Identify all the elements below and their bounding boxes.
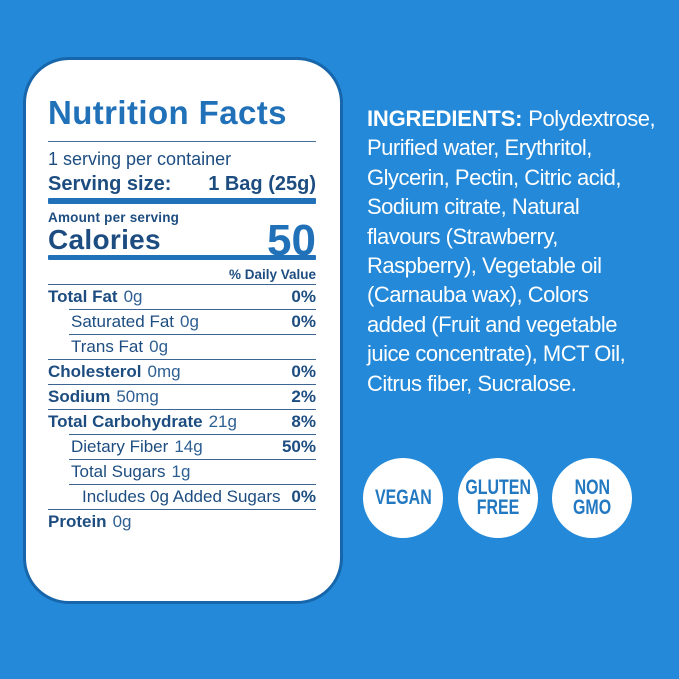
nutrient-amount: 0g (123, 287, 143, 306)
nutrition-facts-panel: Nutrition Facts 1 serving per container … (23, 57, 343, 604)
gluten-free-badge: GLUTEN FREE (458, 458, 538, 538)
badge-text: GLUTEN (465, 476, 531, 499)
ingredients-label: INGREDIENTS: (367, 106, 523, 131)
nutrient-label: Dietary Fiber (71, 437, 169, 456)
serving-size-row: Serving size: 1 Bag (25g) (48, 173, 316, 196)
nutrient-label: Total Fat (48, 287, 118, 306)
ingredients-line: juice concentrate), MCT Oil, (367, 341, 626, 367)
ingredients-line: Sodium citrate, Natural (367, 194, 580, 220)
nutrient-amount: 0g (112, 512, 132, 531)
badge-text: FREE (476, 496, 520, 519)
nutrient-label: Cholesterol (48, 362, 142, 381)
nutrient-label: Total Carbohydrate (48, 412, 203, 431)
ingredients-line: INGREDIENTS: Polydextrose, (367, 104, 667, 133)
section-bar (48, 255, 316, 260)
table-row-saturated-fat: Saturated Fat 0g 0% (69, 309, 316, 334)
badge-text: GMO (572, 496, 612, 519)
nutrient-label: Trans Fat (71, 337, 144, 356)
table-row-trans-fat: Trans Fat 0g (69, 334, 316, 359)
nutrient-label: Total Sugars (71, 462, 166, 481)
nutrient-amount: 0g (149, 337, 169, 356)
nutrient-label: Includes 0g Added Sugars (82, 487, 281, 506)
calories-label: Calories (48, 224, 161, 255)
nutrient-daily-value: 2% (291, 387, 316, 406)
calories-value: 50 (267, 216, 316, 265)
nutrient-amount: 0mg (147, 362, 181, 381)
section-bar (48, 198, 316, 204)
nutrition-facts-title: Nutrition Facts (48, 94, 287, 131)
ingredients-line: Raspberry), Vegetable oil (367, 253, 602, 279)
table-row-cholesterol: Cholesterol 0mg 0% (48, 359, 316, 384)
serving-size-value: 1 Bag (25g) (208, 173, 316, 195)
nutrient-amount: 14g (174, 437, 203, 456)
nutrient-amount: 1g (171, 462, 191, 481)
nutrient-daily-value: 0% (291, 362, 316, 381)
nutrient-label: Protein (48, 512, 107, 531)
nutrient-daily-value: 50% (281, 437, 316, 456)
amount-per-serving-label: Amount per serving (48, 210, 180, 225)
nutrient-amount: 21g (208, 412, 237, 431)
table-row-total-carbohydrate: Total Carbohydrate 21g 8% (48, 409, 316, 434)
title-divider (48, 141, 316, 142)
ingredients-line: Citrus fiber, Sucralose. (367, 370, 577, 396)
nutrient-daily-value: 8% (291, 412, 316, 431)
nutrient-amount: 50mg (116, 387, 159, 406)
ingredients-block: INGREDIENTS: Polydextrose, Purified water… (367, 104, 667, 398)
non-gmo-badge: NON GMO (552, 458, 632, 538)
vegan-badge: VEGAN (363, 458, 443, 538)
nutrient-daily-value: 0% (291, 487, 316, 506)
badge-text: VEGAN (374, 486, 432, 509)
ingredients-line: added (Fruit and vegetable (367, 311, 617, 337)
table-row-total-sugars: Total Sugars 1g (69, 459, 316, 484)
ingredients-line: flavours (Strawberry, (367, 223, 558, 249)
nutrient-rows: Total Fat 0g 0% Saturated Fat 0g 0% Trans … (48, 284, 316, 534)
table-row-total-fat: Total Fat 0g 0% (48, 284, 316, 309)
table-row-sodium: Sodium 50mg 2% (48, 384, 316, 409)
ingredients-line: Glycerin, Pectin, Citric acid, (367, 164, 621, 190)
serving-size-label: Serving size: (48, 173, 172, 195)
nutrient-label: Saturated Fat (71, 312, 175, 331)
daily-value-header: % Daily Value (228, 267, 316, 282)
calories-row: Calories 50 (48, 216, 316, 265)
nutrient-label: Sodium (48, 387, 111, 406)
ingredients-line: Purified water, Erythritol, (367, 135, 592, 161)
table-row-added-sugars: Includes 0g Added Sugars 0% (69, 484, 316, 509)
ingredients-text: Polydextrose, (528, 106, 656, 131)
nutrient-amount: 0g (180, 312, 199, 331)
table-row-protein: Protein 0g (48, 509, 316, 534)
nutrient-daily-value: 0% (291, 287, 316, 306)
servings-per-container: 1 serving per container (48, 149, 232, 169)
badge-text: NON (574, 476, 610, 499)
ingredients-line: (Carnauba wax), Colors (367, 282, 589, 308)
nutrient-daily-value: 0% (291, 312, 316, 331)
table-row-dietary-fiber: Dietary Fiber 14g 50% (69, 434, 316, 459)
